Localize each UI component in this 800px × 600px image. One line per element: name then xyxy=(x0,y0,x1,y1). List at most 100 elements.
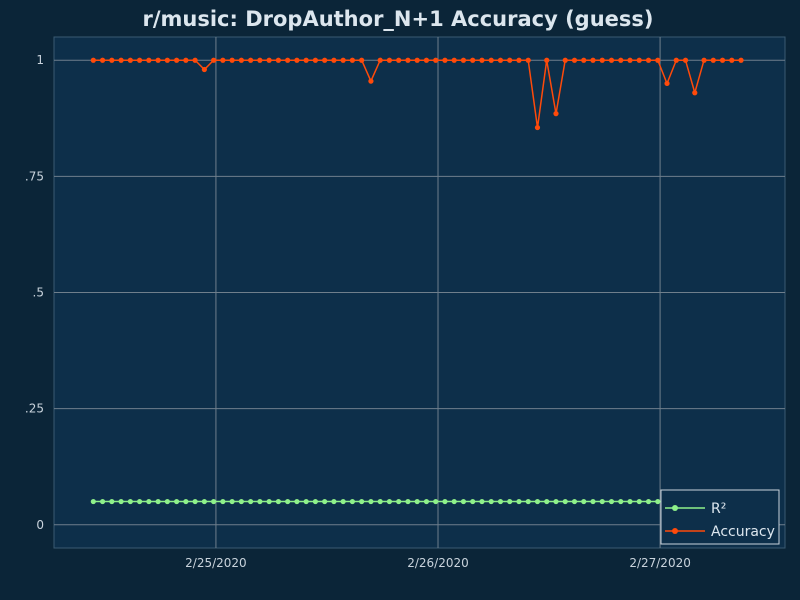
data-point xyxy=(91,58,96,63)
data-point xyxy=(544,499,549,504)
data-point xyxy=(155,499,160,504)
data-point xyxy=(553,499,558,504)
y-tick-label: .25 xyxy=(25,402,44,416)
data-point xyxy=(257,499,262,504)
x-tick-label: 2/26/2020 xyxy=(407,556,469,570)
data-point xyxy=(220,58,225,63)
data-point xyxy=(738,58,743,63)
data-point xyxy=(378,58,383,63)
data-point xyxy=(600,499,605,504)
data-point xyxy=(211,499,216,504)
data-point xyxy=(146,499,151,504)
data-point xyxy=(507,58,512,63)
data-point xyxy=(350,499,355,504)
data-point xyxy=(526,499,531,504)
data-point xyxy=(692,90,697,95)
data-point xyxy=(257,58,262,63)
data-point xyxy=(526,58,531,63)
data-point xyxy=(535,125,540,130)
data-point xyxy=(378,499,383,504)
data-point xyxy=(230,58,235,63)
data-point xyxy=(590,58,595,63)
data-point xyxy=(609,58,614,63)
legend-r2-marker xyxy=(672,505,678,511)
data-point xyxy=(239,58,244,63)
data-point xyxy=(433,499,438,504)
data-point xyxy=(637,58,642,63)
data-point xyxy=(109,499,114,504)
data-point xyxy=(137,499,142,504)
data-point xyxy=(572,58,577,63)
data-point xyxy=(341,58,346,63)
data-point xyxy=(294,499,299,504)
data-point xyxy=(118,58,123,63)
data-point xyxy=(109,58,114,63)
data-point xyxy=(461,58,466,63)
data-point xyxy=(165,58,170,63)
data-point xyxy=(581,499,586,504)
x-axis-ticks: 2/25/2020 2/26/2020 2/27/2020 xyxy=(185,556,691,570)
data-point xyxy=(313,58,318,63)
data-point xyxy=(683,58,688,63)
data-point xyxy=(387,58,392,63)
y-tick-label: .75 xyxy=(25,169,44,183)
data-point xyxy=(442,58,447,63)
data-point xyxy=(498,58,503,63)
data-point xyxy=(146,58,151,63)
data-point xyxy=(664,81,669,86)
data-point xyxy=(609,499,614,504)
data-point xyxy=(581,58,586,63)
data-point xyxy=(211,58,216,63)
data-point xyxy=(285,58,290,63)
data-point xyxy=(627,58,632,63)
data-point xyxy=(331,58,336,63)
data-point xyxy=(646,499,651,504)
data-point xyxy=(720,58,725,63)
x-tick-label: 2/25/2020 xyxy=(185,556,247,570)
data-point xyxy=(655,499,660,504)
data-point xyxy=(183,499,188,504)
data-point xyxy=(91,499,96,504)
legend-r2-label: R² xyxy=(711,501,726,517)
data-point xyxy=(220,499,225,504)
data-point xyxy=(368,499,373,504)
data-point xyxy=(322,58,327,63)
data-point xyxy=(489,499,494,504)
legend[interactable]: R² Accuracy xyxy=(661,490,779,544)
data-point xyxy=(470,499,475,504)
data-point xyxy=(193,499,198,504)
data-point xyxy=(461,499,466,504)
data-point xyxy=(479,499,484,504)
y-tick-label: 1 xyxy=(36,53,44,67)
data-point xyxy=(350,58,355,63)
data-point xyxy=(359,58,364,63)
data-point xyxy=(387,499,392,504)
data-point xyxy=(701,58,706,63)
data-point xyxy=(230,499,235,504)
data-point xyxy=(359,499,364,504)
data-point xyxy=(637,499,642,504)
chart-title: r/music: DropAuthor_N+1 Accuracy (guess) xyxy=(142,7,653,31)
data-point xyxy=(572,499,577,504)
data-point xyxy=(128,499,133,504)
data-point xyxy=(396,58,401,63)
data-point xyxy=(498,499,503,504)
data-point xyxy=(368,79,373,84)
data-point xyxy=(304,58,309,63)
data-point xyxy=(627,499,632,504)
data-point xyxy=(553,111,558,116)
data-point xyxy=(276,58,281,63)
data-point xyxy=(174,499,179,504)
data-point xyxy=(248,58,253,63)
legend-accuracy-label: Accuracy xyxy=(711,524,775,540)
data-point xyxy=(248,499,253,504)
data-point xyxy=(600,58,605,63)
data-point xyxy=(535,499,540,504)
data-point xyxy=(267,499,272,504)
data-point xyxy=(563,58,568,63)
data-point xyxy=(424,58,429,63)
data-point xyxy=(137,58,142,63)
data-point xyxy=(711,58,716,63)
data-point xyxy=(655,58,660,63)
